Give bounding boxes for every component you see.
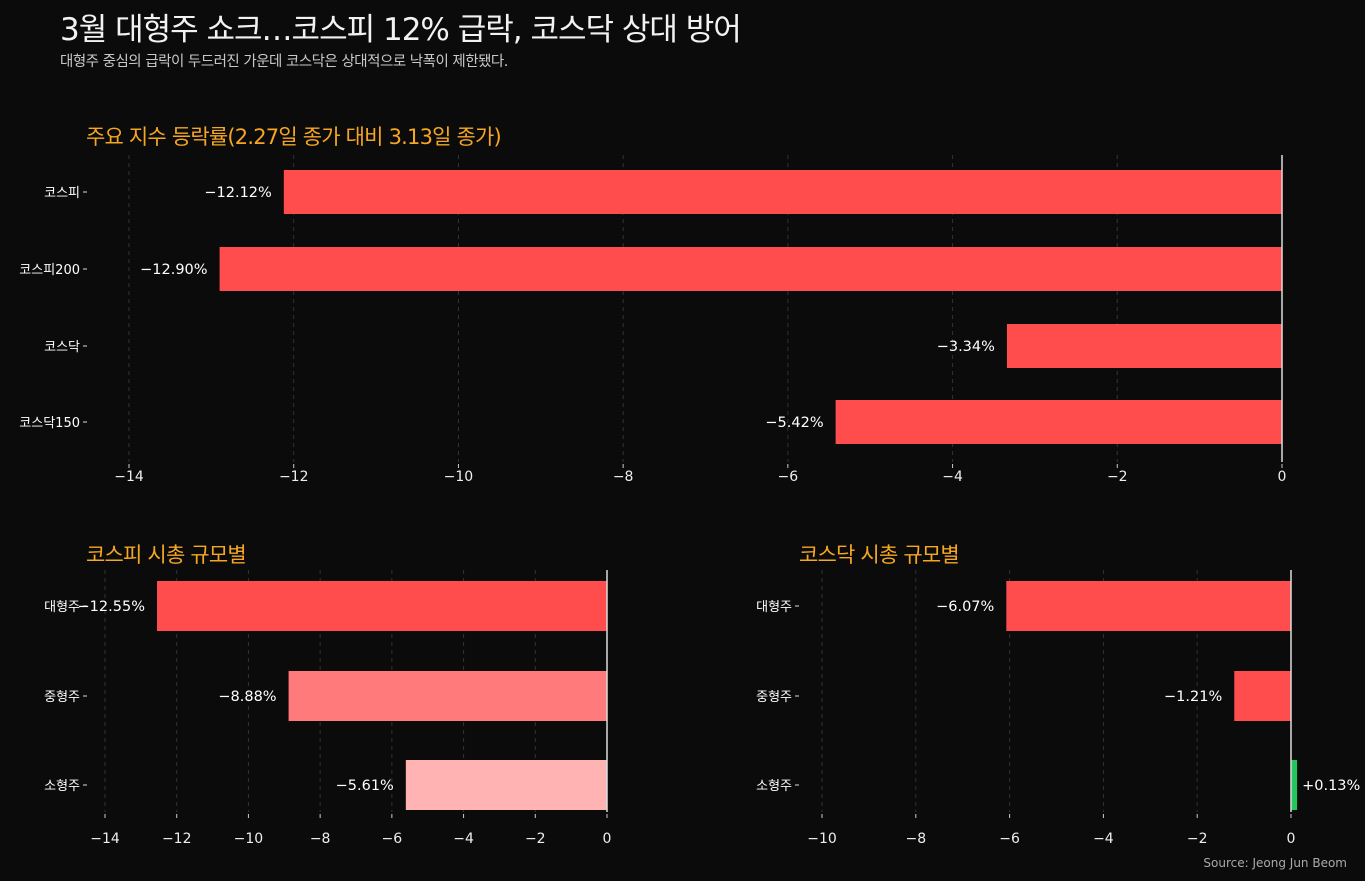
x-tick-label: −2 <box>525 831 546 847</box>
data-label: −8.88% <box>218 689 276 705</box>
data-label: −12.55% <box>78 599 145 615</box>
category-label: 코스닥 <box>44 340 80 355</box>
bar <box>283 170 1282 214</box>
panel-title: 주요 지수 등락률(2.27일 종가 대비 3.13일 종가) <box>86 125 501 149</box>
data-label: −6.07% <box>936 599 994 615</box>
x-tick-label: −6 <box>382 831 403 847</box>
bar <box>1006 581 1291 631</box>
x-tick-label: −2 <box>1107 469 1128 485</box>
category-label: 코스닥150 <box>19 416 80 431</box>
bar <box>405 760 607 810</box>
x-tick-label: −12 <box>279 469 309 485</box>
category-label: 대형주 <box>44 600 80 615</box>
category-label: 중형주 <box>44 690 80 705</box>
data-label: −3.34% <box>937 339 995 355</box>
source-note: Source: Jeong Jun Beom <box>1203 856 1347 870</box>
x-tick-label: −14 <box>90 831 120 847</box>
chart-panel-2: 코스피 시총 규모별 −14 −12 −10 −8 −6 −4 −2 0 대형주−12.55% 중형… <box>44 543 611 847</box>
category-label: 중형주 <box>756 690 792 705</box>
category-label: 대형주 <box>756 600 792 615</box>
x-tick-label: −2 <box>1187 831 1208 847</box>
bar <box>156 581 607 631</box>
chart-panel-3: 코스닥 시총 규모별 −10 −8 −6 −4 −2 0 대형주 −6.07% 중형주 −1.21%… <box>756 543 1360 847</box>
x-tick-label: −10 <box>234 831 264 847</box>
x-tick-label: −4 <box>1093 831 1114 847</box>
panel-title: 코스닥 시총 규모별 <box>799 543 959 567</box>
x-tick-label: −8 <box>905 831 926 847</box>
bar <box>288 671 607 721</box>
bar <box>1291 760 1298 810</box>
x-tick-label: −4 <box>453 831 474 847</box>
category-label: 코스피 <box>44 186 80 201</box>
data-label: −12.12% <box>204 185 271 201</box>
data-label: +0.13% <box>1302 778 1360 794</box>
data-label: −5.61% <box>336 778 394 794</box>
x-tick-label: −8 <box>613 469 634 485</box>
x-tick-label: −8 <box>310 831 331 847</box>
panel-title: 코스피 시총 규모별 <box>86 543 246 567</box>
bar <box>219 247 1282 291</box>
data-label: −1.21% <box>1164 689 1222 705</box>
chart-panel-1: 주요 지수 등락률(2.27일 종가 대비 3.13일 종가) −14 −12 −10… <box>19 125 1286 485</box>
bar <box>1234 671 1291 721</box>
category-label: 코스피200 <box>19 263 80 278</box>
x-tick-label: −10 <box>807 831 837 847</box>
x-tick-label: −6 <box>778 469 799 485</box>
data-label: −12.90% <box>140 262 207 278</box>
x-tick-label: −14 <box>114 469 144 485</box>
x-tick-label: −4 <box>942 469 963 485</box>
category-label: 소형주 <box>756 779 792 794</box>
x-tick-label: −12 <box>162 831 192 847</box>
chart-subtitle: 대형주 중심의 급락이 두드러진 가운데 코스닥은 상대적으로 낙폭이 제한됐다… <box>60 54 508 70</box>
x-tick-label: 0 <box>1278 469 1287 485</box>
data-label: −5.42% <box>765 415 823 431</box>
category-label: 소형주 <box>44 779 80 794</box>
x-tick-label: 0 <box>1287 831 1296 847</box>
chart-title: 3월 대형주 쇼크…코스피 12% 급락, 코스닥 상대 방어 <box>60 12 742 48</box>
x-tick-label: 0 <box>603 831 612 847</box>
bar <box>1006 324 1282 368</box>
x-tick-label: −6 <box>999 831 1020 847</box>
x-tick-label: −10 <box>444 469 474 485</box>
bar <box>835 400 1282 444</box>
